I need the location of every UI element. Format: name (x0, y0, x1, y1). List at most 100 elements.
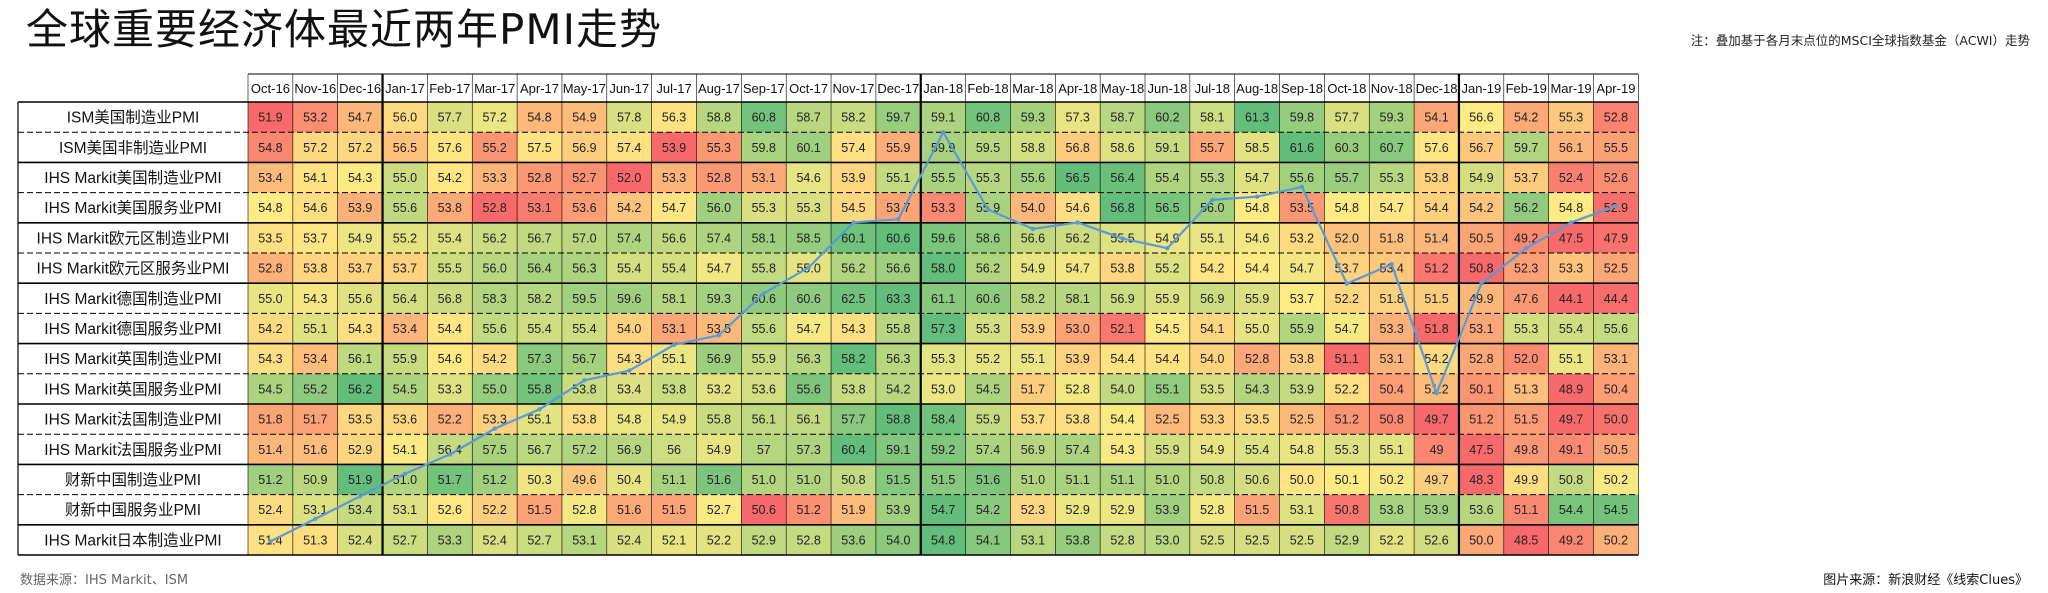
heatmap-cell (1369, 132, 1415, 163)
cell-value: 55.3 (752, 201, 776, 215)
heatmap-cell (1100, 404, 1146, 435)
heatmap-cell (831, 373, 877, 405)
cell-value: 59.1 (886, 443, 910, 457)
cell-value: 53.1 (1604, 352, 1628, 366)
heatmap-cell (965, 494, 1011, 526)
heatmap-cell (1414, 313, 1460, 345)
cell-value: 55.6 (752, 322, 776, 336)
month-header: Dec-18 (1416, 81, 1458, 96)
cell-value: 56.1 (1559, 141, 1583, 155)
cell-value: 50.6 (752, 503, 776, 517)
cell-value: 50.0 (1290, 473, 1314, 487)
heatmap-cell (831, 404, 877, 435)
cell-value: 53.8 (1290, 352, 1314, 366)
heatmap-cell (651, 404, 697, 435)
heatmap-cell (561, 343, 608, 375)
heatmap-cell (337, 464, 384, 496)
cell-value: 55.2 (303, 382, 327, 396)
cell-value: 53.8 (1424, 171, 1448, 185)
heatmap-cell (651, 162, 697, 194)
cell-value: 55.1 (1380, 443, 1404, 457)
heatmap-cell (1145, 102, 1191, 133)
image-source: 图片来源：新浪财经《线索Clues》 (1823, 573, 2028, 588)
cell-value: 50.8 (1335, 503, 1359, 517)
heatmap-cell (696, 494, 742, 526)
row-label: IHS Markit欧元区制造业PMI (37, 229, 230, 247)
cell-value: 54.7 (1245, 171, 1269, 185)
cell-value: 56.8 (1110, 201, 1134, 215)
heatmap-cell (1324, 102, 1370, 133)
heatmap-cell (1100, 464, 1146, 496)
acwi-point (761, 291, 766, 296)
cell-value: 49.7 (1424, 413, 1448, 427)
cell-value: 50.8 (1559, 473, 1583, 487)
cell-value: 52.5 (1155, 413, 1179, 427)
cell-value: 52.6 (1604, 171, 1628, 185)
heatmap-cell (382, 404, 428, 435)
acwi-point (806, 265, 811, 270)
cell-value: 55.3 (931, 352, 955, 366)
heatmap-cell (1234, 404, 1281, 435)
cell-value: 54.7 (931, 503, 955, 517)
cell-value: 54.6 (796, 171, 820, 185)
heatmap-cell (1458, 464, 1505, 496)
heatmap-cell (831, 464, 877, 496)
row-label-cell (18, 373, 248, 404)
heatmap-cell (1234, 464, 1281, 496)
cell-value: 55.8 (886, 322, 910, 336)
cell-value: 55.4 (662, 262, 686, 276)
month-header: Sep-17 (743, 81, 785, 96)
cell-value: 55.6 (796, 382, 820, 396)
cell-value: 54.2 (617, 201, 641, 215)
cell-value: 53.8 (841, 382, 865, 396)
cell-value: 56.2 (976, 262, 1000, 276)
month-header: Aug-18 (1236, 81, 1278, 96)
heatmap-cell (1503, 132, 1550, 163)
cell-value: 56.9 (1021, 443, 1045, 457)
cell-value: 55.4 (572, 322, 596, 336)
heatmap-cell (741, 313, 787, 345)
cell-value: 57.3 (527, 352, 551, 366)
heatmap-cell (1324, 192, 1370, 224)
cell-value: 54.9 (1021, 262, 1045, 276)
cell-value: 54.2 (483, 352, 507, 366)
heatmap-cell (472, 102, 518, 133)
heatmap-cell (1279, 222, 1325, 254)
cell-value: 52.5 (1200, 533, 1224, 547)
cell-value: 49 (1430, 443, 1444, 457)
heatmap-cell (1548, 343, 1594, 375)
row-label-cell (18, 192, 248, 223)
cell-value: 50.5 (1604, 443, 1628, 457)
cell-value: 52.2 (707, 533, 731, 547)
cell-value: 53.2 (707, 382, 731, 396)
heatmap-cell (965, 434, 1011, 465)
heatmap-cell (337, 102, 384, 133)
heatmap-cell (1145, 524, 1191, 556)
cell-value: 51.6 (303, 443, 327, 457)
cell-value: 53.9 (348, 201, 372, 215)
cell-value: 56.6 (662, 231, 686, 245)
cell-value: 54.9 (707, 443, 731, 457)
cell-value: 53.3 (483, 413, 507, 427)
cell-value: 60.6 (752, 292, 776, 306)
heatmap-cell (1503, 373, 1550, 405)
cell-value: 56.0 (483, 262, 507, 276)
heatmap-cell (965, 253, 1011, 284)
cell-value: 50.4 (1380, 382, 1404, 396)
cell-value: 53.1 (1290, 503, 1314, 517)
cell-value: 59.7 (1514, 141, 1538, 155)
cell-value: 52.4 (1559, 171, 1583, 185)
cell-value: 50.2 (1380, 473, 1404, 487)
cell-value: 60.8 (752, 111, 776, 125)
cell-value: 51.0 (796, 473, 820, 487)
heatmap-cell (337, 343, 384, 375)
cell-value: 53.1 (393, 503, 417, 517)
heatmap-cell (1279, 434, 1325, 465)
cell-value: 52.9 (1110, 503, 1134, 517)
cell-value: 54.7 (707, 262, 731, 276)
heatmap-cell (875, 313, 922, 345)
cell-value: 51.7 (1021, 382, 1045, 396)
cell-value: 52.8 (1604, 111, 1628, 125)
cell-value: 57.4 (617, 231, 641, 245)
heatmap-cell (1458, 222, 1505, 254)
